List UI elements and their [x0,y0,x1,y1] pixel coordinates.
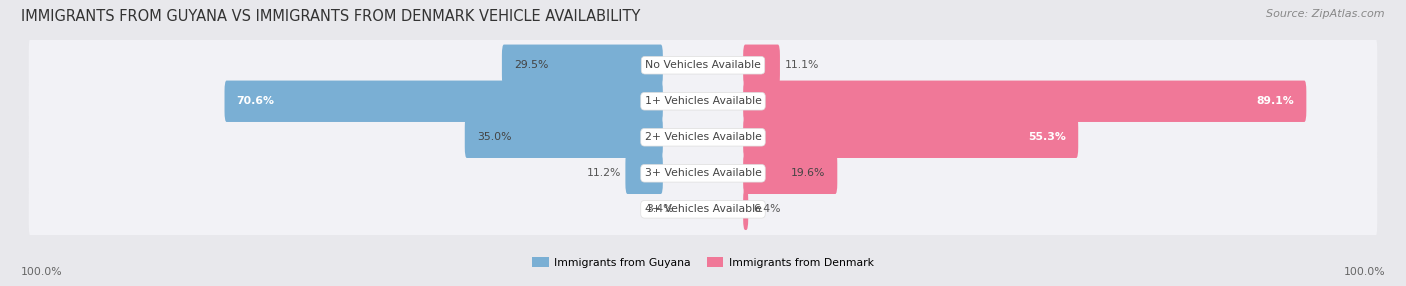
Text: 1+ Vehicles Available: 1+ Vehicles Available [644,96,762,106]
FancyBboxPatch shape [626,153,662,194]
Legend: Immigrants from Guyana, Immigrants from Denmark: Immigrants from Guyana, Immigrants from … [529,253,877,272]
Text: 55.3%: 55.3% [1028,132,1066,142]
FancyBboxPatch shape [28,180,1378,239]
FancyBboxPatch shape [744,45,780,86]
Text: 6.4%: 6.4% [754,204,780,214]
Text: 4+ Vehicles Available: 4+ Vehicles Available [644,204,762,214]
FancyBboxPatch shape [744,117,1078,158]
FancyBboxPatch shape [744,81,1306,122]
Text: 11.2%: 11.2% [586,168,620,178]
Text: 100.0%: 100.0% [1343,267,1385,277]
Text: 35.0%: 35.0% [477,132,512,142]
Text: 89.1%: 89.1% [1257,96,1294,106]
FancyBboxPatch shape [225,81,662,122]
FancyBboxPatch shape [744,188,748,230]
Text: No Vehicles Available: No Vehicles Available [645,60,761,70]
Text: 70.6%: 70.6% [236,96,274,106]
Text: 100.0%: 100.0% [21,267,63,277]
FancyBboxPatch shape [28,144,1378,203]
Text: IMMIGRANTS FROM GUYANA VS IMMIGRANTS FROM DENMARK VEHICLE AVAILABILITY: IMMIGRANTS FROM GUYANA VS IMMIGRANTS FRO… [21,9,641,23]
Text: Source: ZipAtlas.com: Source: ZipAtlas.com [1267,9,1385,19]
Text: 3+ Vehicles Available: 3+ Vehicles Available [644,168,762,178]
FancyBboxPatch shape [502,45,662,86]
Text: 11.1%: 11.1% [785,60,820,70]
FancyBboxPatch shape [28,36,1378,95]
Text: 3.4%: 3.4% [645,204,673,214]
Text: 2+ Vehicles Available: 2+ Vehicles Available [644,132,762,142]
FancyBboxPatch shape [28,108,1378,167]
FancyBboxPatch shape [28,72,1378,131]
FancyBboxPatch shape [744,153,838,194]
Text: 29.5%: 29.5% [515,60,548,70]
FancyBboxPatch shape [465,117,662,158]
Text: 19.6%: 19.6% [790,168,825,178]
